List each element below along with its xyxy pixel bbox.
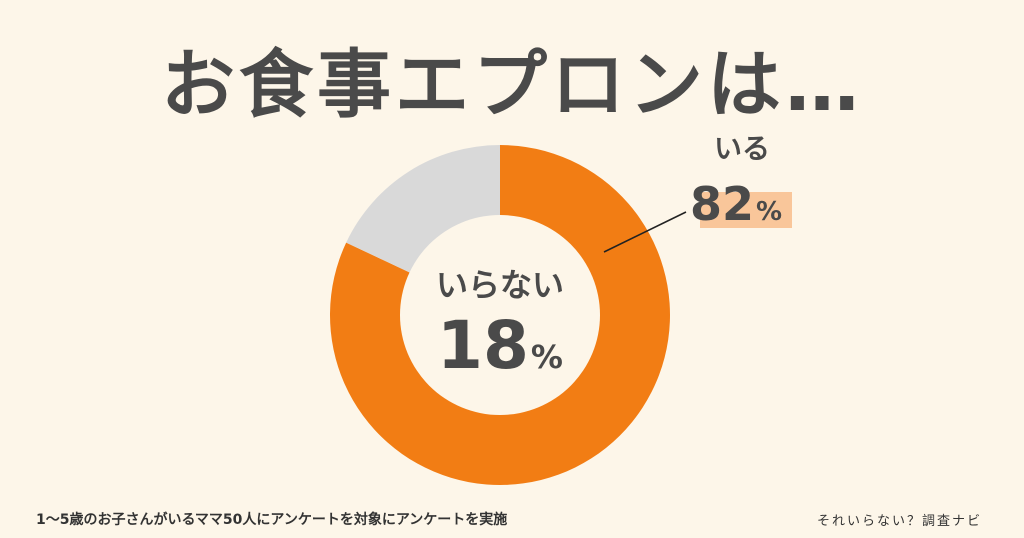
slice-value-iru: 82% (690, 177, 782, 231)
slice-label-iranai: いらない (436, 266, 564, 304)
brand-logo: それいらない？調査ナビ (816, 514, 982, 529)
slice-label-iru: いる (714, 132, 770, 165)
donut-hole (400, 215, 600, 415)
leader-line (603, 211, 687, 253)
value-highlight (700, 192, 792, 228)
chart-title: お食事エプロンは… (161, 42, 863, 128)
slice-value-iranai: 18% (437, 307, 563, 384)
footnote: 1〜5歳のお子さんがいるママ50人にアンケートを対象にアンケートを実施 (36, 512, 508, 528)
